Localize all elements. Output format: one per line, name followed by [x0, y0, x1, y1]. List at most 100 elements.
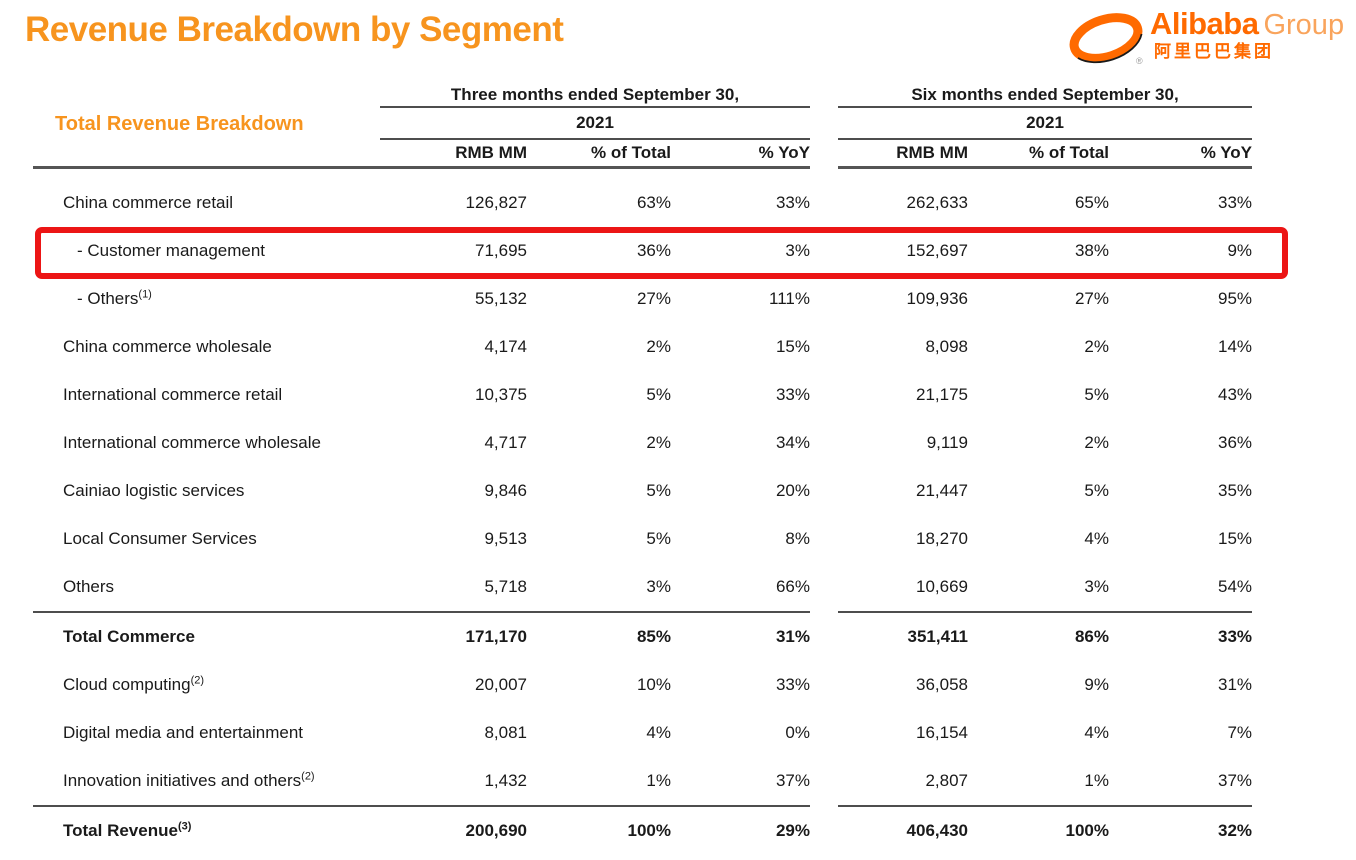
year-header-row: 2021 2021: [33, 107, 1253, 140]
cell-6m-pct-of-total: 65%: [1074, 192, 1109, 212]
cell-6m-pct-of-total: 1%: [968, 756, 1109, 807]
cell-3m-yoy: 0%: [785, 722, 810, 742]
year-three-months: 2021: [380, 107, 810, 140]
cell-3m-pct-of-total: 1%: [527, 756, 671, 807]
footnote-superscript: (2): [190, 673, 205, 686]
cell-6m-yoy: 9%: [1227, 240, 1253, 260]
cell-3m-yoy: 20%: [775, 480, 810, 500]
cell-6m-yoy: 15%: [1218, 528, 1253, 548]
cell-6m-rmb: 109,936: [906, 288, 968, 308]
cell-3m-yoy: 15%: [775, 336, 810, 356]
cell-6m-rmb: 16,154: [916, 722, 968, 742]
cell-3m-rmb: 9,846: [484, 480, 527, 500]
cell-3m-yoy: 34%: [775, 432, 810, 452]
group-header-three-months: Three months ended September 30,: [380, 84, 810, 108]
footnote-superscript: (1): [138, 287, 152, 300]
cell-3m-pct-of-total: 100%: [627, 820, 671, 840]
cell-6m-yoy: 43%: [1218, 384, 1253, 404]
cell-6m-pct-of-total: 3%: [968, 562, 1109, 613]
column-header-row: RMB MM % of Total % YoY RMB MM % of Tota…: [33, 139, 1253, 169]
cell-3m-yoy: 3%: [785, 240, 810, 260]
cell-6m-rmb: 8,098: [925, 336, 968, 356]
registered-mark: ®: [1136, 56, 1143, 66]
cell-6m-rmb: 9,119: [926, 432, 968, 452]
row-label: - Others(1): [77, 287, 152, 308]
column-gap: [810, 84, 838, 107]
cell-6m-rmb: 10,669: [838, 562, 968, 613]
column-gap: [810, 139, 838, 167]
cell-6m-pct-of-total: 86%: [1074, 626, 1109, 646]
year-six-months: 2021: [838, 107, 1253, 140]
cell-3m-yoy: 8%: [785, 528, 810, 548]
table-row: - Others(1) 55,132 27% 111% 109,936 27% …: [33, 275, 1252, 323]
cell-3m-pct-of-total: 2%: [646, 432, 671, 452]
row-label: - Customer management: [77, 240, 266, 260]
logo-suffix: Group: [1263, 9, 1345, 41]
column-header-3m-yoy: % YoY: [671, 139, 810, 169]
group-header-six-months: Six months ended September 30,: [838, 84, 1253, 108]
cell-3m-rmb: 1,432: [380, 756, 527, 807]
row-label: International commerce wholesale: [63, 432, 321, 452]
cell-6m-yoy: 14%: [1218, 336, 1253, 356]
cell-6m-yoy: 33%: [1218, 626, 1253, 646]
cell-6m-yoy: 31%: [1218, 674, 1253, 694]
footnote-superscript: (2): [301, 769, 315, 782]
cell-3m-yoy: 31%: [775, 626, 810, 646]
revenue-table: Total Revenue Breakdown Three months end…: [33, 84, 1253, 855]
table-row: Local Consumer Services 9,513 5% 8% 18,2…: [33, 515, 1252, 563]
row-label: Innovation initiatives and others(2): [33, 756, 380, 807]
cell-6m-rmb: 21,447: [916, 480, 968, 500]
row-label: China commerce retail: [63, 192, 234, 212]
cell-3m-pct-of-total: 85%: [636, 626, 671, 646]
cell-3m-yoy: 33%: [775, 192, 810, 212]
alibaba-logo-icon: ®: [1069, 12, 1143, 66]
cell-3m-rmb: 9,513: [484, 528, 527, 548]
cell-3m-pct-of-total: 36%: [636, 240, 671, 260]
cell-3m-pct-of-total: 4%: [646, 722, 671, 742]
cell-6m-pct-of-total: 4%: [1084, 722, 1109, 742]
table-row: International commerce retail 10,375 5% …: [33, 371, 1252, 419]
table-row: Digital media and entertainment 8,081 4%…: [33, 709, 1252, 757]
table-row: Total Commerce 171,170 85% 31% 351,411 8…: [33, 612, 1252, 661]
table-row: Cloud computing(2) 20,007 10% 33% 36,058…: [33, 661, 1252, 709]
table-row: International commerce wholesale 4,717 2…: [33, 419, 1252, 467]
cell-3m-rmb: 5,718: [380, 562, 527, 613]
cell-6m-yoy: 36%: [1218, 432, 1253, 452]
cell-3m-pct-of-total: 3%: [527, 562, 671, 613]
cell-6m-yoy: 37%: [1109, 756, 1253, 807]
column-gap: [810, 467, 838, 515]
logo-name: Alibaba: [1150, 6, 1259, 41]
cell-6m-rmb: 21,175: [916, 384, 968, 404]
column-gap: [810, 563, 838, 612]
cell-6m-pct-of-total: 5%: [1084, 384, 1109, 404]
cell-6m-rmb: 2,807: [838, 756, 968, 807]
group-header-row: Total Revenue Breakdown Three months end…: [33, 84, 1253, 169]
row-label: Local Consumer Services: [63, 528, 257, 548]
column-gap: [810, 757, 838, 806]
column-header-6m-pct-of-total: % of Total: [968, 139, 1109, 169]
table-row: Innovation initiatives and others(2) 1,4…: [33, 756, 1253, 807]
cell-3m-yoy: 111%: [769, 288, 810, 308]
cell-3m-rmb: 10,375: [475, 384, 527, 404]
table-row: Cainiao logistic services 9,846 5% 20% 2…: [33, 467, 1252, 515]
row-label: Total Commerce: [63, 626, 195, 646]
cell-3m-yoy: 33%: [775, 384, 810, 404]
cell-3m-rmb: 126,827: [465, 192, 527, 212]
cell-3m-yoy: 66%: [671, 562, 810, 613]
column-header-6m-rmb: RMB MM: [838, 139, 968, 169]
table-body: China commerce retail 126,827 63% 33% 26…: [33, 167, 1253, 855]
table-row: China commerce wholesale 4,174 2% 15% 8,…: [33, 323, 1252, 371]
cell-6m-pct-of-total: 4%: [1084, 528, 1109, 548]
column-gap: [810, 709, 838, 757]
column-gap: [810, 612, 838, 661]
cell-6m-rmb: 406,430: [906, 820, 968, 840]
row-label: International commerce retail: [63, 384, 283, 404]
cell-3m-rmb: 4,717: [484, 432, 527, 452]
cell-6m-yoy: 32%: [1218, 820, 1253, 840]
column-gap: [810, 515, 838, 563]
cell-6m-rmb: 18,270: [916, 528, 968, 548]
cell-6m-yoy: 35%: [1218, 480, 1253, 500]
cell-3m-pct-of-total: 10%: [636, 674, 671, 694]
cell-3m-yoy: 29%: [775, 820, 810, 840]
row-label: China commerce wholesale: [63, 336, 272, 356]
